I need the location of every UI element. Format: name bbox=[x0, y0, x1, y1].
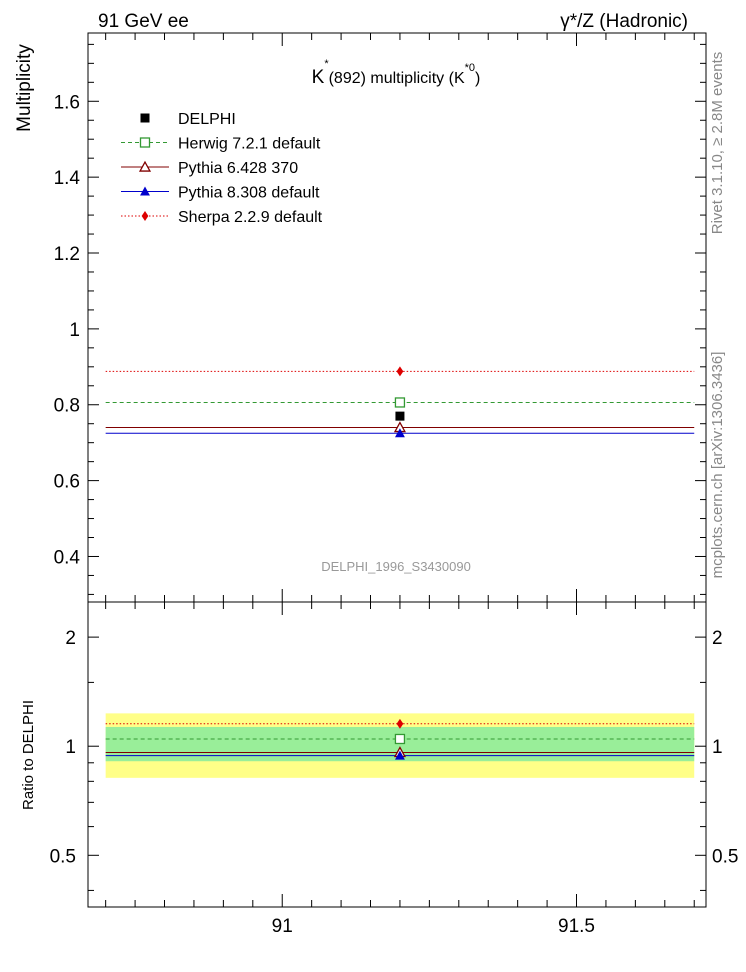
legend-marker-1 bbox=[139, 137, 151, 148]
main-ylabel: Multiplicity bbox=[14, 44, 35, 132]
main-ytick-label-5: 1.4 bbox=[54, 168, 81, 189]
ratio-ytick-label-left-1: 1 bbox=[65, 737, 76, 758]
title-end: ) bbox=[475, 70, 480, 87]
header-left: 91 GeV ee bbox=[98, 11, 189, 32]
rivet-label: Rivet 3.1.10, ≥ 2.8M events bbox=[709, 52, 726, 235]
legend-marker-2 bbox=[138, 160, 152, 172]
main-ytick-label-6: 1.6 bbox=[54, 92, 80, 113]
main-point-4 bbox=[396, 366, 404, 377]
legend-label-0: DELPHI bbox=[178, 111, 236, 128]
analysis-watermark: DELPHI_1996_S3430090 bbox=[321, 559, 471, 574]
axes: 0.4 0.6 0.8 1 1.2 1.4 1.6 91 91.5 0.5 0.5 1 1 2 2 bbox=[50, 32, 738, 937]
ratio-frame bbox=[87, 601, 707, 908]
legend-label-4: Sherpa 2.2.9 default bbox=[178, 209, 323, 226]
legend-label-3: Pythia 8.308 default bbox=[178, 185, 320, 202]
legend: DELPHI Herwig 7.2.1 default Pythia 6.428 3… bbox=[121, 111, 323, 226]
ratio-point-1 bbox=[394, 733, 406, 745]
xtick-label-1: 91.5 bbox=[558, 916, 595, 937]
main-ytick-label-2: 0.8 bbox=[54, 396, 80, 417]
ratio-point-4 bbox=[396, 718, 404, 729]
ratio-ytick-label-left-2: 2 bbox=[65, 628, 76, 649]
legend-marker-3 bbox=[140, 186, 150, 196]
title-sup2: *0 bbox=[465, 62, 475, 74]
chart-title: K*(892) multiplicity (K*0) bbox=[312, 58, 481, 88]
main-point-1 bbox=[394, 397, 406, 408]
ratio-ytick-label-left-0: 0.5 bbox=[50, 846, 76, 867]
ratio-ylabel: Ratio to DELPHI bbox=[20, 700, 37, 810]
legend-label-2: Pythia 6.428 370 bbox=[178, 160, 298, 177]
legend-marker-4 bbox=[141, 211, 149, 221]
main-ytick-label-3: 1 bbox=[69, 320, 80, 341]
mcplots-label: mcplots.cern.ch [arXiv:1306.3436] bbox=[709, 352, 726, 579]
legend-label-1: Herwig 7.2.1 default bbox=[178, 136, 321, 153]
ratio-ytick-label-right-2: 2 bbox=[712, 628, 723, 649]
ratio-ytick-label-right-0: 0.5 bbox=[712, 846, 738, 867]
main-ytick-label-4: 1.2 bbox=[54, 244, 80, 265]
series-markers bbox=[393, 366, 406, 760]
main-point-3 bbox=[394, 428, 405, 438]
xtick-label-0: 91 bbox=[272, 916, 293, 937]
legend-marker-0 bbox=[140, 113, 150, 123]
main-ytick-label-1: 0.6 bbox=[54, 472, 80, 493]
ratio-ytick-label-right-1: 1 bbox=[712, 737, 723, 758]
main-point-0 bbox=[395, 411, 405, 421]
title-mid: (892) multiplicity (K bbox=[329, 70, 465, 87]
title-main: K bbox=[312, 67, 325, 88]
header-right: γ*/Z (Hadronic) bbox=[560, 11, 688, 32]
ratio-point-3 bbox=[394, 750, 405, 760]
title-sup1: * bbox=[324, 58, 329, 70]
main-ytick-label-0: 0.4 bbox=[54, 547, 81, 568]
